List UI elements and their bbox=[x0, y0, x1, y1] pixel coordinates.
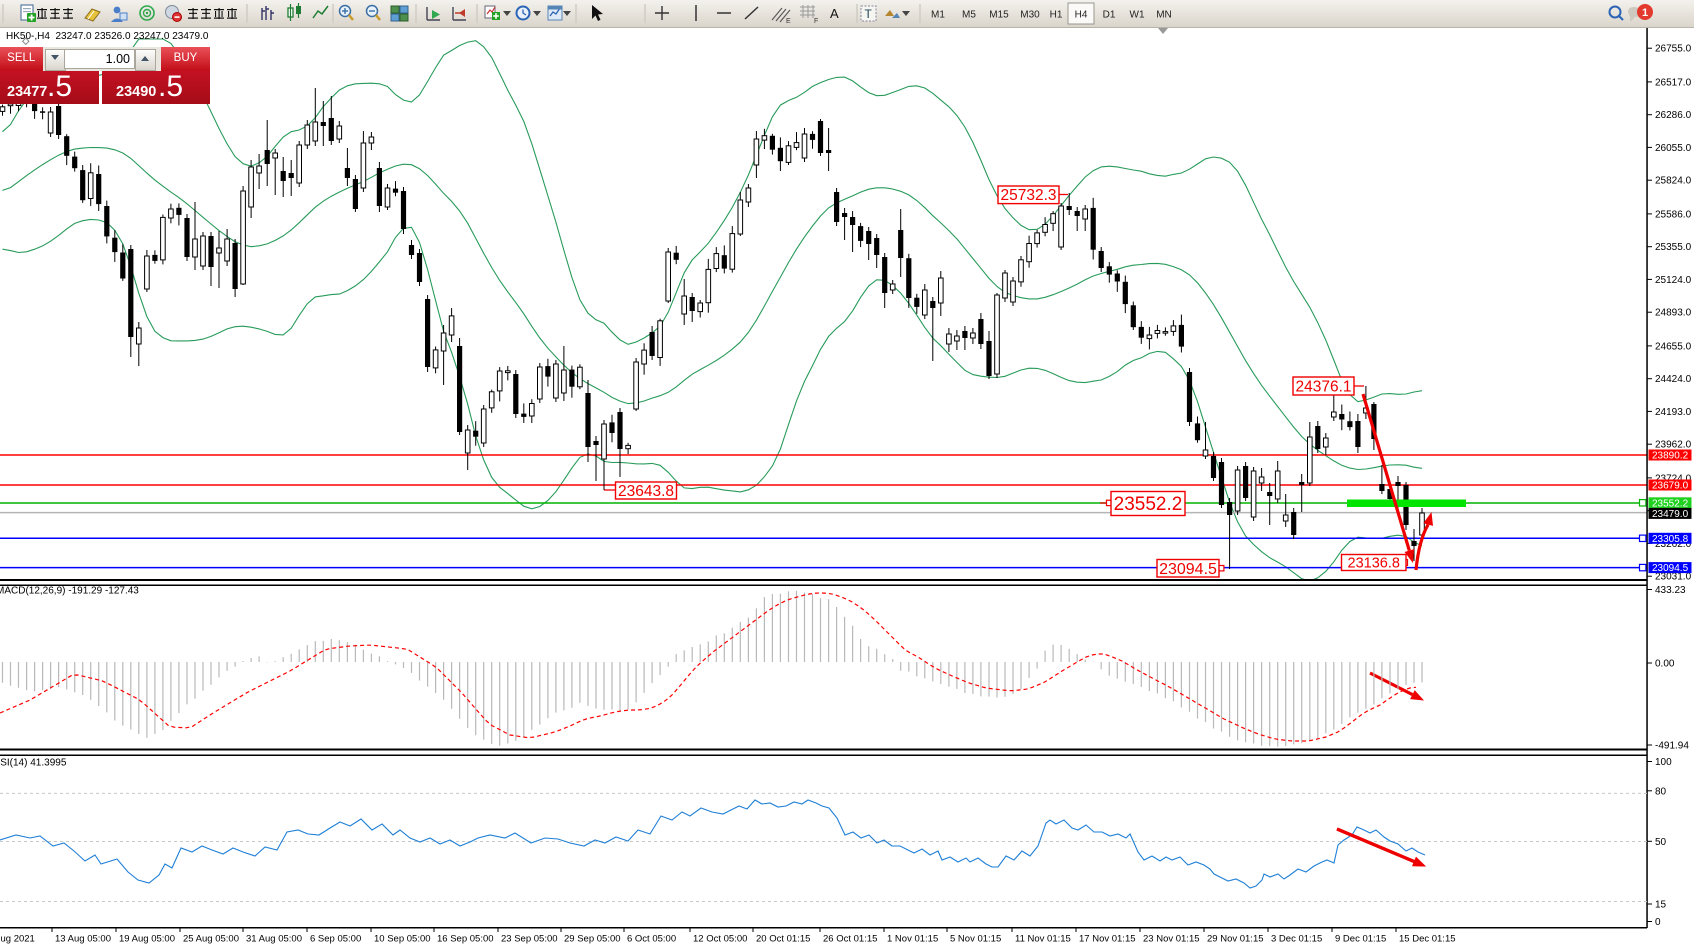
svg-text:26517.0: 26517.0 bbox=[1655, 77, 1692, 88]
svg-text:M30: M30 bbox=[1020, 10, 1040, 21]
svg-text:29 Nov 01:15: 29 Nov 01:15 bbox=[1207, 934, 1264, 945]
svg-text:11 Nov 01:15: 11 Nov 01:15 bbox=[1015, 934, 1071, 945]
svg-text:1: 1 bbox=[1642, 7, 1648, 19]
svg-text:6 Oct 05:00: 6 Oct 05:00 bbox=[627, 934, 676, 945]
svg-text:23094.5: 23094.5 bbox=[1652, 563, 1689, 574]
svg-text:100: 100 bbox=[1655, 757, 1672, 768]
svg-text:25732.3: 25732.3 bbox=[1000, 187, 1056, 204]
svg-text:80: 80 bbox=[1655, 786, 1667, 797]
svg-text:25824.0: 25824.0 bbox=[1655, 176, 1692, 187]
svg-text:25124.0: 25124.0 bbox=[1655, 275, 1692, 286]
svg-text:19 Aug 05:00: 19 Aug 05:00 bbox=[119, 934, 175, 945]
svg-text:MACD(12,26,9) -191.29 -127.43: MACD(12,26,9) -191.29 -127.43 bbox=[0, 586, 139, 597]
svg-text:433.23: 433.23 bbox=[1655, 585, 1686, 596]
svg-text:ug 2021: ug 2021 bbox=[1, 934, 35, 945]
svg-text:H4: H4 bbox=[1075, 10, 1088, 21]
svg-text:M5: M5 bbox=[962, 10, 976, 21]
svg-text:15 Dec 01:15: 15 Dec 01:15 bbox=[1399, 934, 1456, 945]
svg-text:23479.0: 23479.0 bbox=[1652, 509, 1689, 520]
svg-text:9 Dec 01:15: 9 Dec 01:15 bbox=[1335, 934, 1386, 945]
svg-text:M15: M15 bbox=[989, 10, 1009, 21]
svg-text:24193.0: 24193.0 bbox=[1655, 407, 1692, 418]
svg-text:23136.8: 23136.8 bbox=[1348, 556, 1400, 572]
svg-text:24655.0: 24655.0 bbox=[1655, 341, 1692, 352]
svg-text:23094.5: 23094.5 bbox=[1159, 561, 1217, 578]
svg-text:HK50-,H4 23247.0 23526.0 2324: HK50-,H4 23247.0 23526.0 23247.0 23479.0 bbox=[6, 31, 209, 42]
svg-text:24376.1: 24376.1 bbox=[1295, 378, 1351, 395]
svg-text:T: T bbox=[865, 7, 873, 21]
svg-text:H1: H1 bbox=[1050, 10, 1063, 21]
svg-text:50: 50 bbox=[1655, 837, 1667, 848]
svg-text:23031.0: 23031.0 bbox=[1655, 572, 1692, 583]
svg-text:26055.0: 26055.0 bbox=[1655, 143, 1692, 154]
svg-text:RSI(14) 41.3995: RSI(14) 41.3995 bbox=[0, 758, 67, 769]
svg-text:23643.8: 23643.8 bbox=[618, 483, 674, 500]
svg-text:25586.0: 25586.0 bbox=[1655, 209, 1692, 220]
svg-text:25 Aug 05:00: 25 Aug 05:00 bbox=[183, 934, 239, 945]
svg-text:23305.8: 23305.8 bbox=[1652, 534, 1689, 545]
svg-text:10 Sep 05:00: 10 Sep 05:00 bbox=[374, 934, 431, 945]
svg-text:23262.0: 23262.0 bbox=[1655, 539, 1692, 550]
svg-text:16 Sep 05:00: 16 Sep 05:00 bbox=[437, 934, 494, 945]
svg-text:20 Oct 01:15: 20 Oct 01:15 bbox=[756, 934, 810, 945]
svg-text:23962.0: 23962.0 bbox=[1655, 440, 1692, 451]
svg-text:26286.0: 26286.0 bbox=[1655, 110, 1692, 121]
svg-text:31 Aug 05:00: 31 Aug 05:00 bbox=[246, 934, 302, 945]
svg-text:23 Nov 01:15: 23 Nov 01:15 bbox=[1143, 934, 1200, 945]
svg-text:13 Aug 05:00: 13 Aug 05:00 bbox=[55, 934, 111, 945]
svg-text:24424.0: 24424.0 bbox=[1655, 374, 1692, 385]
svg-text:15: 15 bbox=[1655, 900, 1667, 911]
svg-text:26 Oct 01:15: 26 Oct 01:15 bbox=[823, 934, 877, 945]
svg-text:6 Sep 05:00: 6 Sep 05:00 bbox=[310, 934, 361, 945]
svg-text:5 Nov 01:15: 5 Nov 01:15 bbox=[950, 934, 1001, 945]
svg-text:0: 0 bbox=[1655, 917, 1661, 928]
svg-text:23 Sep 05:00: 23 Sep 05:00 bbox=[501, 934, 558, 945]
svg-text:29 Sep 05:00: 29 Sep 05:00 bbox=[564, 934, 621, 945]
svg-text:17 Nov 01:15: 17 Nov 01:15 bbox=[1079, 934, 1136, 945]
svg-text:0.00: 0.00 bbox=[1655, 659, 1675, 670]
svg-text:24893.0: 24893.0 bbox=[1655, 308, 1692, 319]
svg-text:W1: W1 bbox=[1130, 10, 1145, 21]
svg-text:A: A bbox=[830, 6, 839, 21]
svg-text:23552.2: 23552.2 bbox=[1652, 498, 1689, 509]
svg-text:23679.0: 23679.0 bbox=[1652, 481, 1689, 492]
svg-text:23724.0: 23724.0 bbox=[1655, 473, 1692, 484]
svg-text:-491.94: -491.94 bbox=[1655, 741, 1689, 752]
svg-text:E: E bbox=[786, 18, 791, 25]
svg-text:1 Nov 01:15: 1 Nov 01:15 bbox=[887, 934, 938, 945]
svg-text:3 Dec 01:15: 3 Dec 01:15 bbox=[1271, 934, 1322, 945]
svg-text:M1: M1 bbox=[931, 10, 945, 21]
svg-text:D1: D1 bbox=[1103, 10, 1116, 21]
svg-text:26755.0: 26755.0 bbox=[1655, 44, 1692, 55]
svg-text:MN: MN bbox=[1156, 10, 1172, 21]
svg-text:F: F bbox=[814, 18, 818, 25]
svg-text:23890.2: 23890.2 bbox=[1652, 451, 1689, 462]
svg-text:23552.2: 23552.2 bbox=[1114, 494, 1183, 515]
svg-text:25355.0: 25355.0 bbox=[1655, 242, 1692, 253]
svg-text:12 Oct 05:00: 12 Oct 05:00 bbox=[693, 934, 747, 945]
